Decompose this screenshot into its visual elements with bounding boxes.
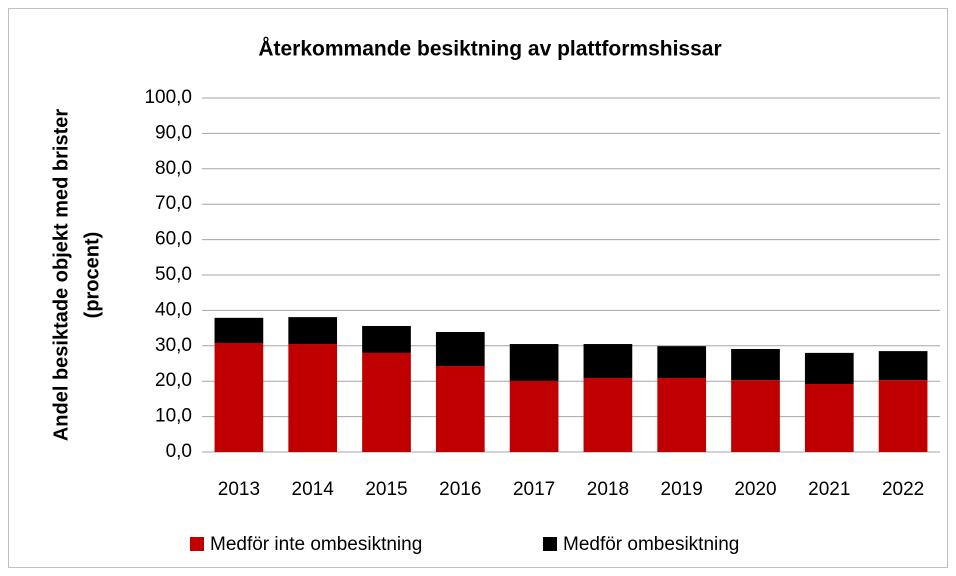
- bar-segment: [288, 317, 338, 345]
- bar-segment: [804, 352, 854, 385]
- chart-title: Återkommande besiktning av plattformshis…: [258, 37, 721, 61]
- x-tick-label: 2016: [439, 479, 481, 500]
- bar-segment: [583, 344, 633, 379]
- y-tick-label: 90,0: [155, 122, 192, 143]
- bar-segment: [214, 342, 264, 452]
- y-tick-label: 100,0: [144, 87, 192, 108]
- y-tick-label: 10,0: [155, 406, 192, 427]
- chart-border: [8, 8, 948, 568]
- y-tick-label: 40,0: [155, 299, 192, 320]
- x-tick-label: 2015: [365, 479, 407, 500]
- x-tick-label: 2017: [513, 479, 555, 500]
- y-tick-label: 60,0: [155, 229, 192, 250]
- bar-segment: [435, 365, 485, 452]
- bar-segment: [214, 317, 264, 343]
- y-tick-label: 20,0: [155, 370, 192, 391]
- bar-segment: [509, 344, 559, 381]
- bar-segment: [731, 348, 780, 381]
- y-axis-label: Andel besiktade objekt med brister: [50, 109, 72, 442]
- x-tick-label: 2014: [292, 479, 335, 500]
- bar-segment: [288, 344, 338, 452]
- y-tick-label: 50,0: [155, 264, 192, 285]
- x-tick-label: 2022: [882, 479, 924, 500]
- x-tick-label: 2021: [808, 479, 850, 500]
- bar-segment: [657, 346, 707, 379]
- y-tick-label: 0,0: [166, 441, 192, 462]
- bar-segment: [509, 380, 559, 452]
- x-tick-label: 2020: [734, 479, 776, 500]
- bar-segment: [878, 351, 928, 381]
- bar-segment: [362, 352, 411, 452]
- y-tick-label: 80,0: [155, 158, 192, 179]
- bar-segment: [435, 331, 485, 366]
- bar-segment: [657, 378, 707, 452]
- x-tick-label: 2018: [587, 479, 629, 500]
- x-tick-label: 2019: [661, 479, 703, 500]
- bar-segment: [878, 380, 928, 452]
- bar-segment: [362, 325, 411, 353]
- bar-segment: [731, 380, 780, 452]
- bar-segment: [583, 378, 633, 452]
- legend-swatch: [543, 537, 557, 551]
- legend-label: Medför ombesiktning: [563, 534, 739, 555]
- legend-label: Medför inte ombesiktning: [210, 534, 422, 555]
- bar-segment: [804, 384, 854, 452]
- y-axis-label: (procent): [81, 232, 103, 319]
- legend-swatch: [190, 537, 204, 551]
- y-tick-label: 30,0: [155, 335, 192, 356]
- y-tick-label: 70,0: [155, 193, 192, 214]
- x-tick-label: 2013: [218, 479, 260, 500]
